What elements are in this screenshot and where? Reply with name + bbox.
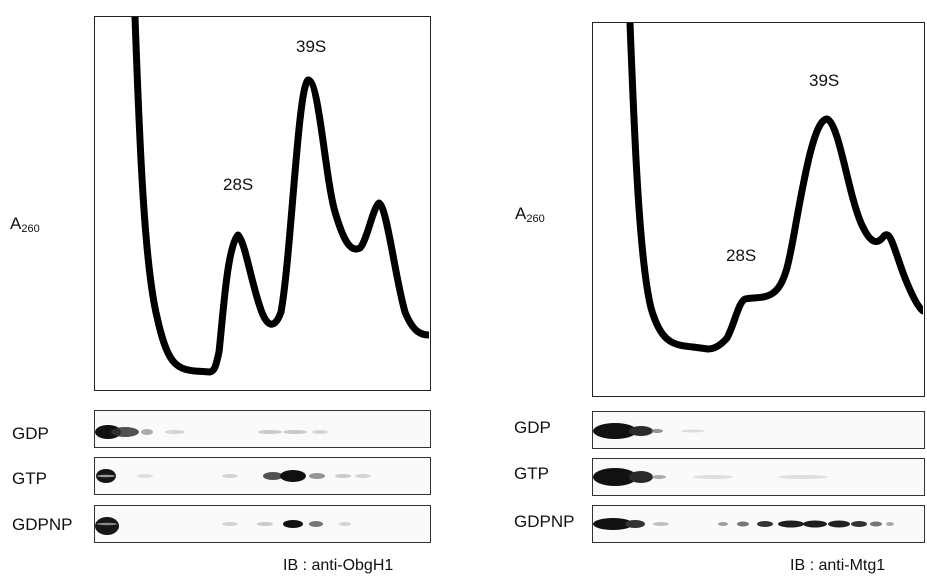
right-blot-strip-gdp [592,411,925,449]
right-y-axis-label-sub: 260 [526,213,545,225]
right-profile-box [592,22,925,397]
right-blot-row-label-gdpnp: GDPNP [514,512,575,531]
left-profile-plot [131,17,429,376]
right-peak-label-39s: 39S [809,71,840,90]
left-blot-row-label-gtp: GTP [12,469,47,488]
right-blot-bands-gtp [593,468,828,486]
right-blot-row-label-gdp: GDP [514,418,551,437]
right-blot-bands-gdp [593,423,705,439]
right-absorbance-trace [626,23,923,353]
right-blot-row-label-gtp: GTP [514,464,549,483]
left-blot-strip-gtp [94,457,431,495]
left-blot-strip-gdpnp [94,505,431,543]
left-absorbance-trace [131,17,429,376]
left-y-axis-label-sub: 260 [21,223,40,235]
left-peak-label-39s: 39S [296,37,327,56]
right-y-axis-label-main: A [515,204,527,223]
left-peak-label-28s: 28S [223,175,254,194]
right-blot-bands-gdpnp [593,518,894,530]
left-y-axis-label: A260 [10,214,40,235]
left-y-axis-label-main: A [10,214,22,233]
left-blot-strip-gdp [94,410,431,448]
left-blot-bands-gdp [95,425,328,439]
right-peak-label-28s: 28S [726,246,757,265]
left-profile-box [94,16,431,391]
left-blot-row-label-gdp: GDP [12,424,49,443]
right-blot-strip-gdpnp [592,505,925,543]
right-profile-plot [626,23,923,353]
right-y-axis-label: A260 [515,204,545,225]
left-blot-row-label-gdpnp: GDPNP [12,515,73,534]
right-ib-label: IB : anti-Mtg1 [790,557,886,574]
right-blot-strip-gtp [592,458,925,496]
left-blot-bands-gdpnp [95,517,351,535]
left-ib-label: IB : anti-ObgH1 [283,557,394,574]
left-blot-bands-gtp [96,469,371,483]
